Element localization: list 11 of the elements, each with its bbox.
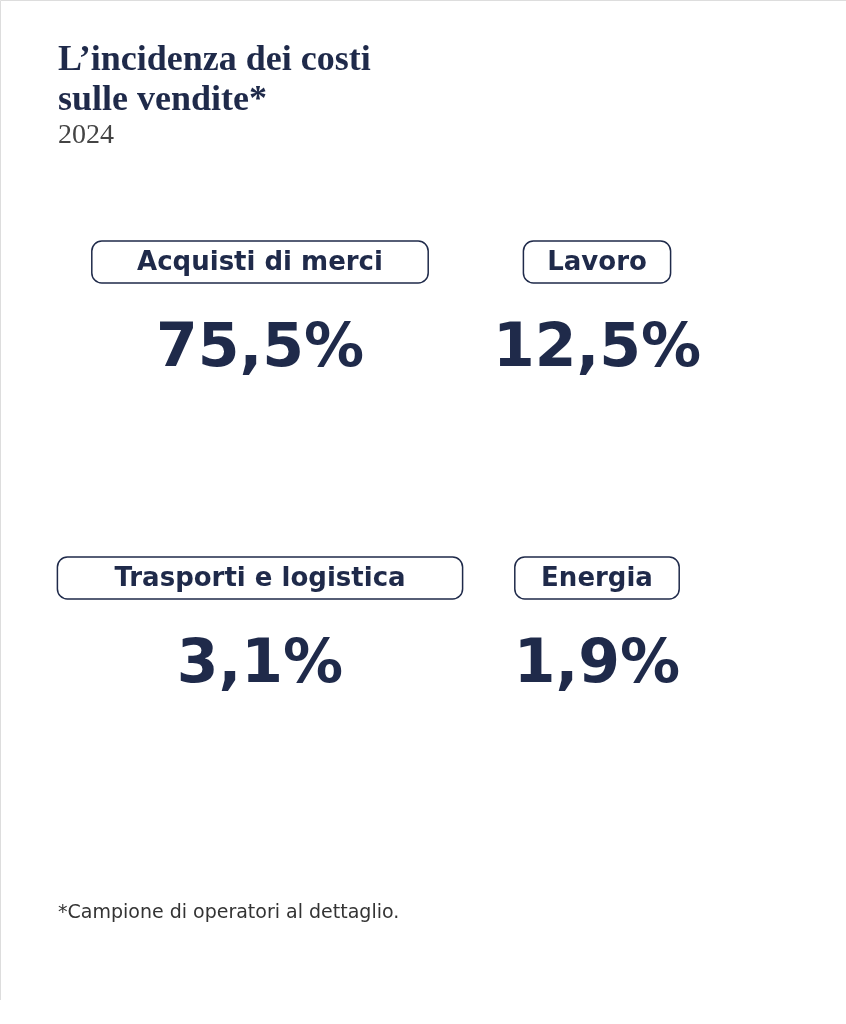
data-label: 1,9%: [513, 626, 681, 696]
text: 2024: [58, 118, 114, 149]
data-label: 75,5%: [155, 310, 365, 380]
text: *Campione di operatori al dettaglio.: [58, 900, 400, 922]
category-label: Lavoro: [547, 246, 647, 276]
category-label: Trasporti e logistica: [114, 562, 406, 592]
category-label: Energia: [541, 562, 653, 592]
data-label: 3,1%: [176, 626, 344, 696]
data-label: 12,5%: [492, 310, 702, 380]
text: L’incidenza dei costi sulle vendite*: [58, 38, 371, 118]
category-label: Acquisti di merci: [137, 246, 383, 276]
